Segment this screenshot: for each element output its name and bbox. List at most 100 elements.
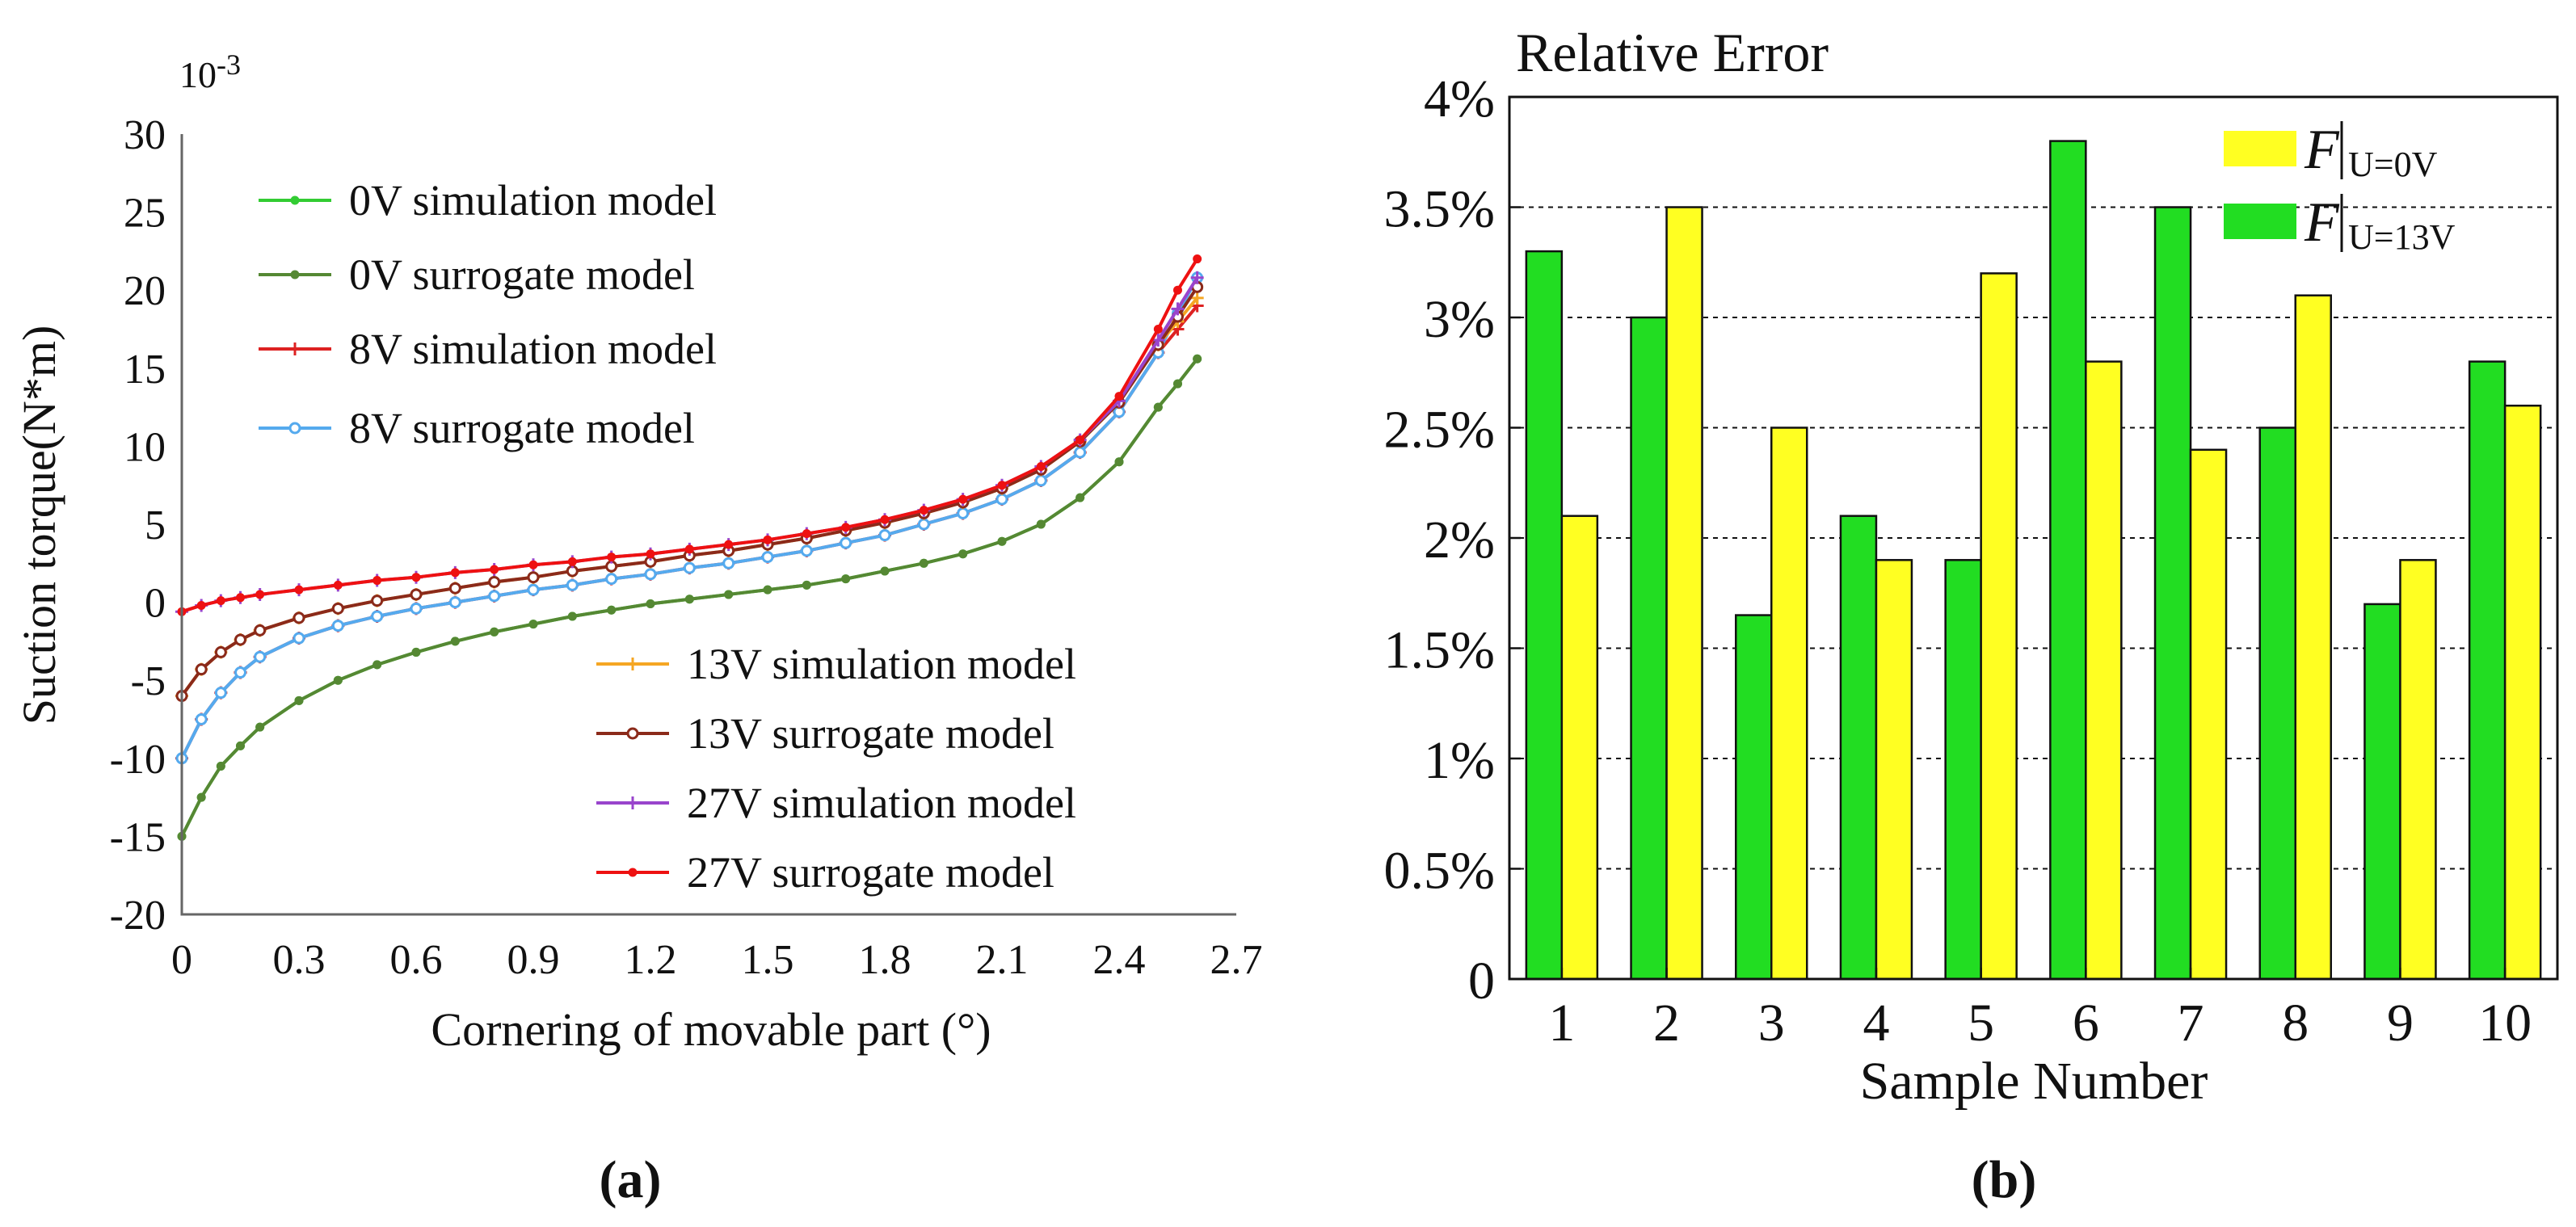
a-series-point — [917, 518, 930, 531]
b-legend-swatch — [2224, 131, 2296, 166]
a-series-point — [1075, 435, 1085, 445]
a-series-point — [488, 590, 501, 603]
a-series-point — [1153, 402, 1163, 412]
a-y-tick-label: 0 — [145, 581, 166, 627]
a-series-point — [724, 590, 734, 599]
a-series-point — [331, 620, 344, 632]
a-x-tick-label: 1.2 — [625, 937, 677, 983]
a-legend-point — [290, 195, 300, 205]
b-x-tick-label: 2 — [1653, 994, 1680, 1053]
a-series-point — [527, 583, 540, 596]
a-series-point — [761, 551, 774, 564]
a-legend-label: 8V simulation model — [349, 325, 717, 373]
b-bar — [2049, 140, 2087, 981]
a-series-point — [566, 578, 579, 591]
a-series-point — [763, 535, 772, 544]
b-chart-title: Relative Error — [1516, 22, 1829, 83]
b-bar — [1875, 559, 1913, 981]
b-bar — [1735, 614, 1773, 981]
a-series-point — [1171, 302, 1185, 316]
b-bar — [1944, 559, 1982, 981]
a-series-point — [1173, 285, 1182, 295]
b-panel-label: (b) — [1972, 1150, 2037, 1209]
a-series-point — [1114, 392, 1124, 401]
b-y-tick-labels: 0 0.5% 1% 1.5% 2% 2.5% 3% 3.5% 4% — [1384, 69, 1521, 1011]
a-legend-label: 13V simulation model — [687, 640, 1076, 688]
a-series-point — [450, 637, 460, 646]
b-legend-label: F — [2304, 119, 2340, 181]
a-series-point — [450, 568, 460, 578]
a-series-point — [605, 573, 618, 586]
a-series-point — [1074, 446, 1087, 459]
a-y-tick-label: -15 — [110, 814, 166, 860]
a-legend: 0V simulation model 0V surrogate model 8V … — [259, 176, 1076, 897]
a-series-point — [410, 602, 423, 615]
a-series-point — [919, 558, 928, 568]
a-series-point — [997, 536, 1007, 546]
b-bar — [1630, 316, 1668, 981]
a-series-point — [294, 585, 304, 595]
a-series-point — [1036, 462, 1046, 472]
a-series-point — [236, 741, 245, 750]
a-series-point — [528, 620, 538, 629]
b-bar — [2363, 603, 2401, 981]
a-series-line — [180, 276, 1199, 759]
a-y-tick-label: 25 — [124, 191, 166, 237]
a-legend-entry: 8V simulation model — [259, 325, 717, 373]
b-x-tick-label: 9 — [2387, 994, 2414, 1053]
a-panel-label: (a) — [600, 1150, 662, 1209]
a-series-line — [180, 286, 1199, 697]
b-x-tick-label: 6 — [2073, 994, 2099, 1053]
b-legend-subscript: U=13V — [2348, 217, 2456, 257]
a-series-point — [880, 566, 890, 576]
a-exponent-label: 10-3 — [179, 48, 241, 95]
b-y-tick-label: 3% — [1424, 290, 1495, 349]
a-series-point — [800, 544, 813, 557]
b-legend-subscript: U=0V — [2348, 145, 2438, 184]
a-series-point — [195, 713, 208, 725]
b-x-tick-label: 8 — [2282, 994, 2309, 1053]
b-y-tick-label: 2.5% — [1384, 401, 1495, 460]
a-series-point — [1153, 325, 1163, 334]
b-legend-entry: F U=0V — [2224, 119, 2438, 184]
a-series-point — [373, 660, 382, 670]
a-series-point — [255, 590, 265, 599]
b-y-tick-label: 1.5% — [1384, 621, 1495, 680]
a-legend-point — [288, 422, 301, 435]
b-x-tick-label: 10 — [2478, 994, 2532, 1053]
b-bar — [2399, 559, 2437, 981]
a-series-point — [490, 565, 499, 574]
b-bar — [2468, 360, 2507, 981]
a-series-point — [254, 624, 267, 637]
b-axes-frame — [1508, 95, 2559, 981]
a-series-point — [214, 687, 227, 700]
a-series-point — [683, 561, 696, 574]
a-series-point — [957, 506, 970, 519]
a-series-point — [373, 576, 382, 586]
a-series-point — [958, 494, 968, 504]
a-y-tick-labels: 30 25 20 15 10 5 0 -5 -10 -15 -20 — [110, 112, 166, 939]
b-y-tick-label: 0 — [1468, 952, 1495, 1011]
a-x-tick-label: 2.7 — [1210, 937, 1263, 983]
a-series-point — [1034, 474, 1047, 487]
a-legend-point — [626, 658, 639, 670]
a-series-point — [216, 761, 225, 771]
a-legend-point — [626, 727, 639, 740]
a-series-point — [195, 663, 208, 676]
a-series-point — [840, 536, 852, 549]
panel-a-line-chart: Suction torque(N*m) 10-3 30 25 20 15 10 5 0 -5 -… — [13, 48, 1263, 1209]
a-series-point — [1193, 354, 1202, 363]
a-series-point — [1173, 379, 1182, 389]
a-legend-point — [290, 270, 300, 279]
b-y-tick-label: 0.5% — [1384, 842, 1495, 901]
b-bar — [2189, 448, 2228, 981]
b-y-tick-label: 1% — [1424, 731, 1495, 790]
a-series-line — [180, 357, 1199, 838]
a-series-point — [410, 588, 423, 601]
b-bar — [1839, 515, 1878, 981]
a-series-point — [411, 647, 421, 657]
a-x-tick-labels: 0 0.3 0.6 0.9 1.2 1.5 1.8 2.1 2.4 2.7 — [171, 937, 1263, 983]
a-series-point — [684, 595, 694, 604]
a-y-tick-label: 20 — [124, 268, 166, 314]
